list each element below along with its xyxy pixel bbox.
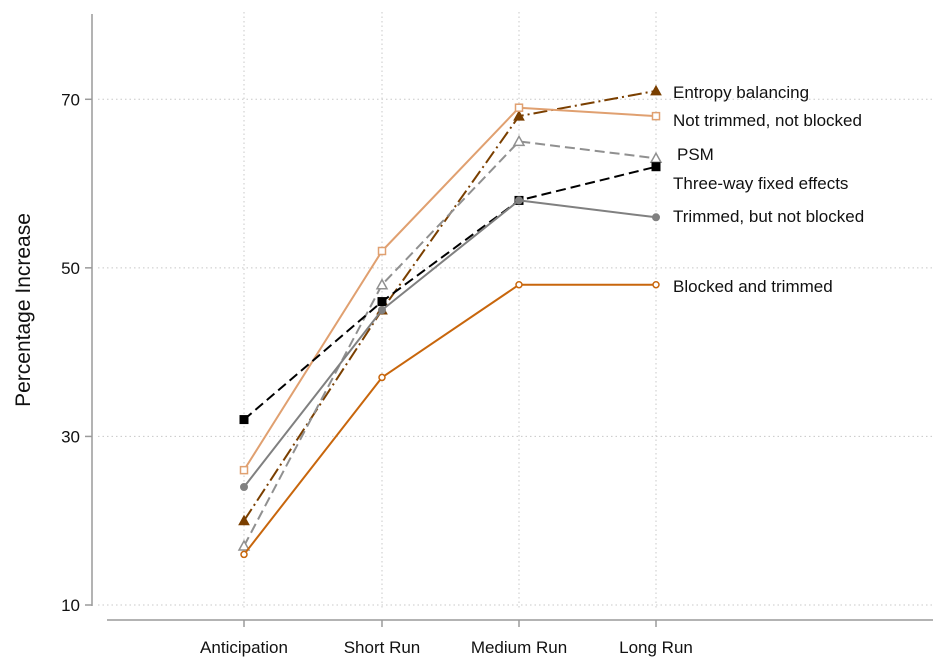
x-tick-label: Anticipation [200,638,288,657]
series-1 [239,103,661,475]
y-tick-label: 70 [61,90,80,109]
data-point [239,465,249,475]
y-axis-title: Percentage Increase [12,213,35,407]
series-line [243,106,657,471]
series-line [243,140,657,547]
data-point [237,539,251,551]
data-point [650,84,662,96]
x-tick-label: Long Run [619,638,693,657]
data-point [652,213,660,222]
series-4 [240,196,660,491]
series-line [243,165,657,421]
data-point [513,110,525,121]
y-ticks: 10 30 50 70 [61,90,92,615]
series-3 [239,162,661,425]
data-point [514,103,524,112]
data-point [652,280,660,289]
series-label: Entropy balancing [673,83,809,102]
data-point [515,196,523,205]
data-point [239,415,249,425]
series-label: Not trimmed, not blocked [673,111,862,130]
series-label: Blocked and trimmed [673,277,833,296]
data-point [651,111,661,121]
series-label: Three-way fixed effects [673,174,848,193]
data-point [512,134,526,147]
series-label: Trimmed, but not blocked [673,207,864,226]
data-point [378,306,386,314]
data-point [240,550,248,559]
x-tick-label: Medium Run [471,638,567,657]
series-line [243,283,656,556]
data-point [377,246,387,256]
data-point [649,151,663,164]
series-label: PSM [677,145,714,164]
series-lines [237,84,663,559]
data-point [240,483,248,491]
series-line [243,199,657,488]
data-point [238,514,250,526]
y-tick-label: 50 [61,259,80,278]
series-labels: Entropy balancing Not trimmed, not blocke… [673,83,864,296]
data-point [515,280,523,289]
series-line [243,89,657,522]
data-point [375,278,389,290]
y-tick-label: 30 [61,427,80,446]
data-point [377,297,387,307]
x-tick-label: Short Run [344,638,421,657]
series-2 [237,134,663,551]
data-point [651,162,661,172]
data-point [378,373,386,382]
series-5 [240,280,660,559]
axes [91,14,933,621]
x-ticks: Anticipation Short Run Medium Run Long Run [200,620,693,657]
y-tick-label: 10 [61,596,80,615]
